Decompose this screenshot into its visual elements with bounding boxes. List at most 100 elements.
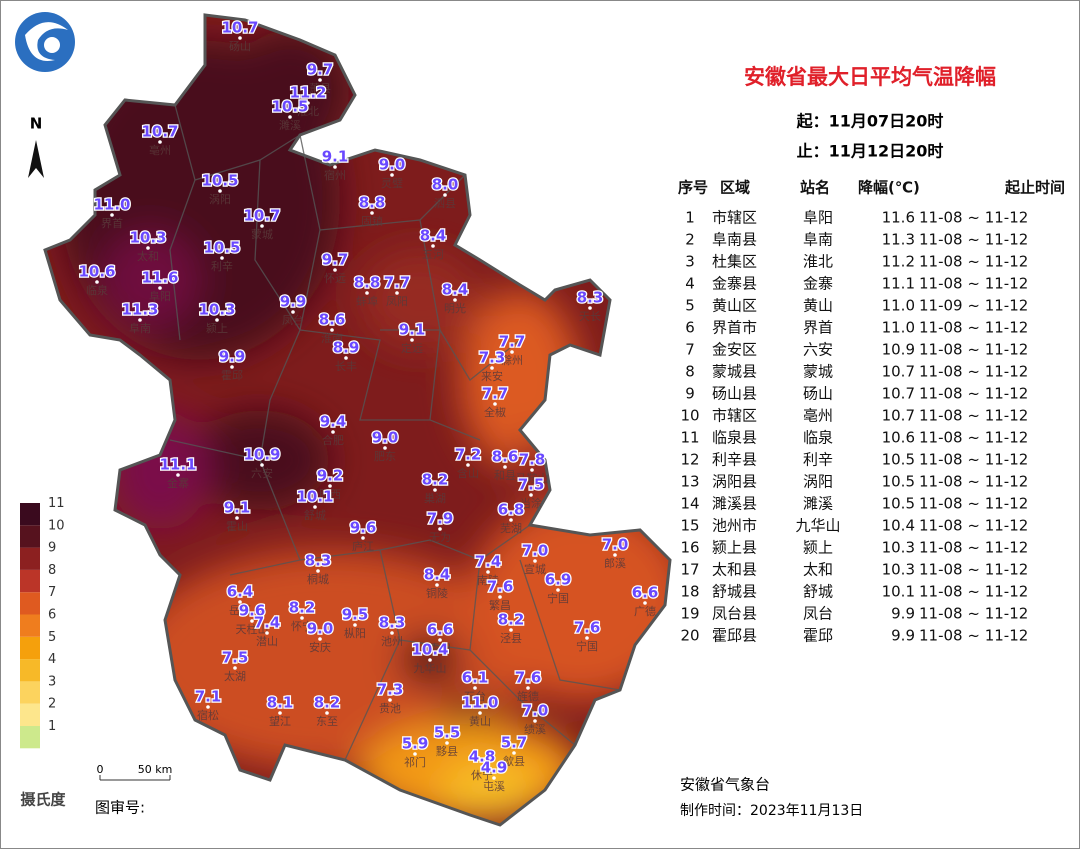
- station-name: 宿松: [197, 708, 219, 722]
- station-name: 滁州: [501, 353, 523, 367]
- table-cell: 4: [685, 275, 695, 293]
- station-value: 10.1: [296, 488, 333, 506]
- table-cell: 12: [680, 451, 699, 469]
- station-dot: [325, 711, 329, 715]
- station-name: 宁国: [576, 639, 598, 653]
- table-cell: 11.2: [882, 253, 915, 271]
- table-cell: 蒙城县: [712, 363, 757, 381]
- station-value: 6.1: [462, 669, 489, 687]
- station-dot: [233, 666, 237, 670]
- table-cell: 11-08 ~ 11-12: [919, 451, 1028, 469]
- logo: [15, 12, 75, 72]
- station-dot: [431, 244, 435, 248]
- station-name: 铜陵: [426, 586, 448, 600]
- station-dot: [260, 463, 264, 467]
- station-dot: [588, 306, 592, 310]
- station-value: 10.5: [201, 172, 238, 190]
- station-name: 广德: [634, 604, 656, 618]
- station-dot: [395, 291, 399, 295]
- station-dot: [95, 280, 99, 284]
- table-cell: 9.9: [891, 627, 915, 645]
- station-name: 潜山: [256, 634, 278, 648]
- station-dot: [529, 493, 533, 497]
- legend-label: 11: [48, 496, 65, 511]
- station-value: 8.2: [289, 599, 316, 617]
- table-cell: 3: [685, 253, 695, 271]
- station-name: 祁门: [404, 755, 426, 769]
- station-name: 全椒: [484, 405, 506, 419]
- station-dot: [509, 628, 513, 632]
- table-cell: 9.9: [891, 605, 915, 623]
- station-dot: [318, 637, 322, 641]
- station-dot: [466, 463, 470, 467]
- table-cell: 10.3: [882, 539, 915, 557]
- table-cell: 11-08 ~ 11-12: [919, 385, 1028, 403]
- station-dot: [478, 711, 482, 715]
- station-dot: [333, 165, 337, 169]
- table-cell: 蒙城: [803, 363, 833, 381]
- table-cell: 阜南: [803, 231, 833, 249]
- station-value: 10.7: [221, 19, 258, 37]
- title: 安徽省最大日平均气温降幅: [744, 65, 996, 89]
- station-value: 8.9: [333, 339, 360, 357]
- station-dot: [260, 224, 264, 228]
- table-cell: 10.7: [882, 385, 915, 403]
- table-cell: 11-08 ~ 11-12: [919, 605, 1028, 623]
- table-cell: 亳州: [803, 407, 833, 425]
- station-value: 10.7: [243, 207, 280, 225]
- station-name: 旌德: [517, 689, 539, 703]
- station-name: 怀远: [324, 272, 346, 285]
- table-cell: 11.0: [882, 297, 915, 315]
- station-dot: [220, 256, 224, 260]
- station-value: 7.3: [377, 681, 404, 699]
- station-dot: [438, 638, 442, 642]
- table-cell: 10.5: [882, 473, 915, 491]
- station-name: 含山: [457, 466, 479, 480]
- station-name: 东至: [316, 715, 338, 728]
- organization: 安徽省气象台: [680, 776, 770, 794]
- station-name: 金寨: [167, 476, 189, 490]
- station-value: 7.0: [522, 542, 549, 560]
- station-value: 8.4: [442, 281, 469, 299]
- station-name: 岳西: [229, 604, 251, 617]
- table-cell: 舒城: [803, 583, 833, 601]
- station-dot: [492, 776, 496, 780]
- station-value: 11.3: [121, 301, 158, 319]
- legend-label: 4: [48, 652, 56, 667]
- legend-label: 3: [48, 674, 56, 689]
- station-value: 8.1: [267, 694, 294, 712]
- station-name: 郎溪: [604, 556, 626, 570]
- station-name: 砀山: [229, 40, 251, 53]
- table-cell: 9: [685, 385, 695, 403]
- table-header: 区域: [720, 179, 750, 197]
- station-dot: [526, 686, 530, 690]
- station-name: 凤阳: [386, 295, 408, 308]
- station-dot: [438, 527, 442, 531]
- station-name: 绩溪: [524, 723, 546, 736]
- station-dot: [512, 751, 516, 755]
- station-value: 11.0: [93, 196, 130, 214]
- station-name: 庐江: [352, 539, 374, 553]
- table-cell: 霍邱县: [712, 627, 757, 645]
- scalebar-label: 50 km: [138, 763, 173, 776]
- station-value: 10.9: [243, 446, 280, 464]
- table-cell: 界首: [803, 319, 833, 337]
- table-cell: 19: [680, 605, 699, 623]
- station-dot: [288, 115, 292, 119]
- station-name: 怀宁: [291, 619, 313, 633]
- station-dot: [390, 631, 394, 635]
- table-cell: 10.9: [882, 341, 915, 359]
- station-value: 8.4: [420, 227, 447, 245]
- station-dot: [453, 298, 457, 302]
- table-header: 站名: [800, 179, 830, 197]
- station-value: 7.1: [195, 688, 222, 706]
- table-cell: 颍上: [803, 539, 833, 557]
- legend-label: 5: [48, 630, 56, 645]
- table-cell: 11.3: [882, 231, 915, 249]
- table-cell: 11-08 ~ 11-12: [919, 231, 1028, 249]
- table-cell: 霍邱: [803, 627, 833, 645]
- table-cell: 杜集区: [712, 253, 757, 271]
- station-name: 贵池: [379, 702, 401, 715]
- table-cell: 凤台县: [712, 605, 757, 623]
- table-cell: 15: [680, 517, 699, 535]
